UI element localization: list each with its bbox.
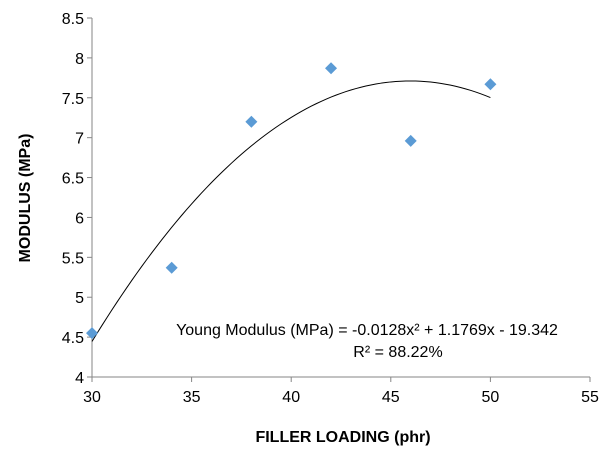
x-tick-label: 30: [83, 389, 101, 406]
x-tick-label: 50: [482, 389, 500, 406]
data-point: [86, 327, 98, 340]
y-tick-label: 5: [75, 290, 84, 307]
trendline-r-squared: R² = 88.22%: [353, 344, 442, 361]
data-point: [404, 134, 417, 147]
trendline-layer: [91, 80, 491, 342]
y-tick-label: 6.5: [62, 171, 84, 188]
axes: [87, 17, 591, 382]
y-tick-label: 4: [75, 370, 84, 387]
x-tick-label: 35: [183, 389, 201, 406]
data-point: [245, 115, 258, 128]
tick-labels: 4 4.5 5 5.5 6 6.5 7 7.5 8 8.5 30 35 40 45 50 55: [62, 11, 599, 406]
x-axis-title: FILLER LOADING (phr): [255, 429, 430, 446]
y-tick-label: 8.5: [62, 11, 84, 28]
y-tick-label: 5.5: [62, 250, 84, 267]
data-point: [325, 62, 338, 75]
trendline-equation: Young Modulus (MPa) = -0.0128x² + 1.1769…: [176, 322, 558, 339]
data-point: [165, 261, 178, 274]
y-tick-label: 6: [75, 210, 84, 227]
y-tick-label: 7: [75, 131, 84, 148]
y-tick-label: 7.5: [62, 91, 84, 108]
y-tick-label: 4.5: [62, 330, 84, 347]
y-axis-title: MODULUS (MPa): [17, 134, 34, 263]
data-points: [86, 62, 497, 340]
x-tick-label: 55: [581, 389, 599, 406]
trendline-curve: [91, 80, 491, 342]
data-point: [484, 78, 497, 91]
x-tick-label: 40: [282, 389, 300, 406]
x-tick-label: 45: [382, 389, 400, 406]
y-tick-label: 8: [75, 51, 84, 68]
